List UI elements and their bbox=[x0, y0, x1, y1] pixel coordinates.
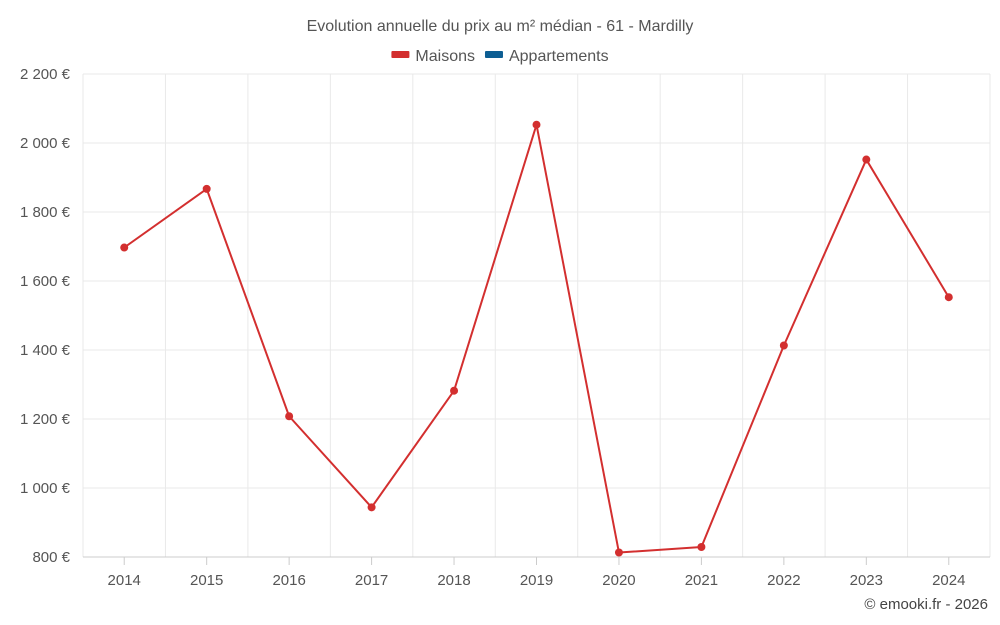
x-axis-tick-labels: 2014 2015 2016 2017 2018 2019 2020 2021 2022 2023… bbox=[108, 557, 965, 589]
chart-title: Evolution annuelle du prix au m² médian … bbox=[307, 18, 694, 35]
legend-label: Maisons bbox=[415, 48, 475, 65]
y-tick-label: 2 200 € bbox=[20, 66, 71, 83]
data-point-2023 bbox=[862, 155, 871, 164]
legend: Maisons Appartements bbox=[391, 48, 609, 65]
y-tick-label: 1 400 € bbox=[20, 342, 71, 359]
series-points bbox=[120, 120, 953, 557]
data-point-2016 bbox=[285, 412, 294, 421]
y-tick-label: 800 € bbox=[32, 549, 70, 566]
data-point-2015 bbox=[202, 184, 211, 193]
x-tick-label: 2018 bbox=[437, 572, 470, 589]
y-tick-label: 1 600 € bbox=[20, 273, 71, 290]
x-tick-label: 2020 bbox=[602, 572, 635, 589]
x-tick-label: 2019 bbox=[520, 572, 553, 589]
x-tick-label: 2024 bbox=[932, 572, 965, 589]
data-point-2014 bbox=[120, 243, 129, 252]
data-point-2022 bbox=[779, 341, 788, 350]
x-tick-label: 2016 bbox=[272, 572, 305, 589]
x-tick-label: 2017 bbox=[355, 572, 388, 589]
legend-swatch bbox=[391, 51, 410, 58]
credit-text: © emooki.fr - 2026 bbox=[864, 596, 988, 613]
x-tick-label: 2023 bbox=[850, 572, 883, 589]
x-gridlines bbox=[82, 74, 991, 557]
legend-item-maisons: Maisons bbox=[391, 48, 475, 65]
x-tick-label: 2015 bbox=[190, 572, 223, 589]
y-tick-label: 1 200 € bbox=[20, 411, 71, 428]
legend-item-appartements: Appartements bbox=[484, 48, 609, 65]
y-axis-tick-labels: 800 € 1 000 € 1 200 € 1 400 € 1 600 € 1 800 €… bbox=[20, 66, 71, 566]
x-tick-label: 2022 bbox=[767, 572, 800, 589]
legend-label: Appartements bbox=[509, 48, 609, 65]
data-point-2018 bbox=[450, 386, 459, 395]
data-point-2020 bbox=[614, 548, 623, 557]
y-tick-label: 2 000 € bbox=[20, 135, 71, 152]
legend-swatch bbox=[484, 51, 503, 58]
y-gridlines bbox=[83, 73, 990, 489]
x-tick-label: 2014 bbox=[108, 572, 141, 589]
data-point-2017 bbox=[367, 503, 376, 512]
data-point-2019 bbox=[532, 120, 541, 129]
y-tick-label: 1 800 € bbox=[20, 204, 71, 221]
data-point-2024 bbox=[944, 293, 953, 302]
data-point-2021 bbox=[697, 542, 706, 551]
y-tick-label: 1 000 € bbox=[20, 480, 71, 497]
x-tick-label: 2021 bbox=[685, 572, 718, 589]
